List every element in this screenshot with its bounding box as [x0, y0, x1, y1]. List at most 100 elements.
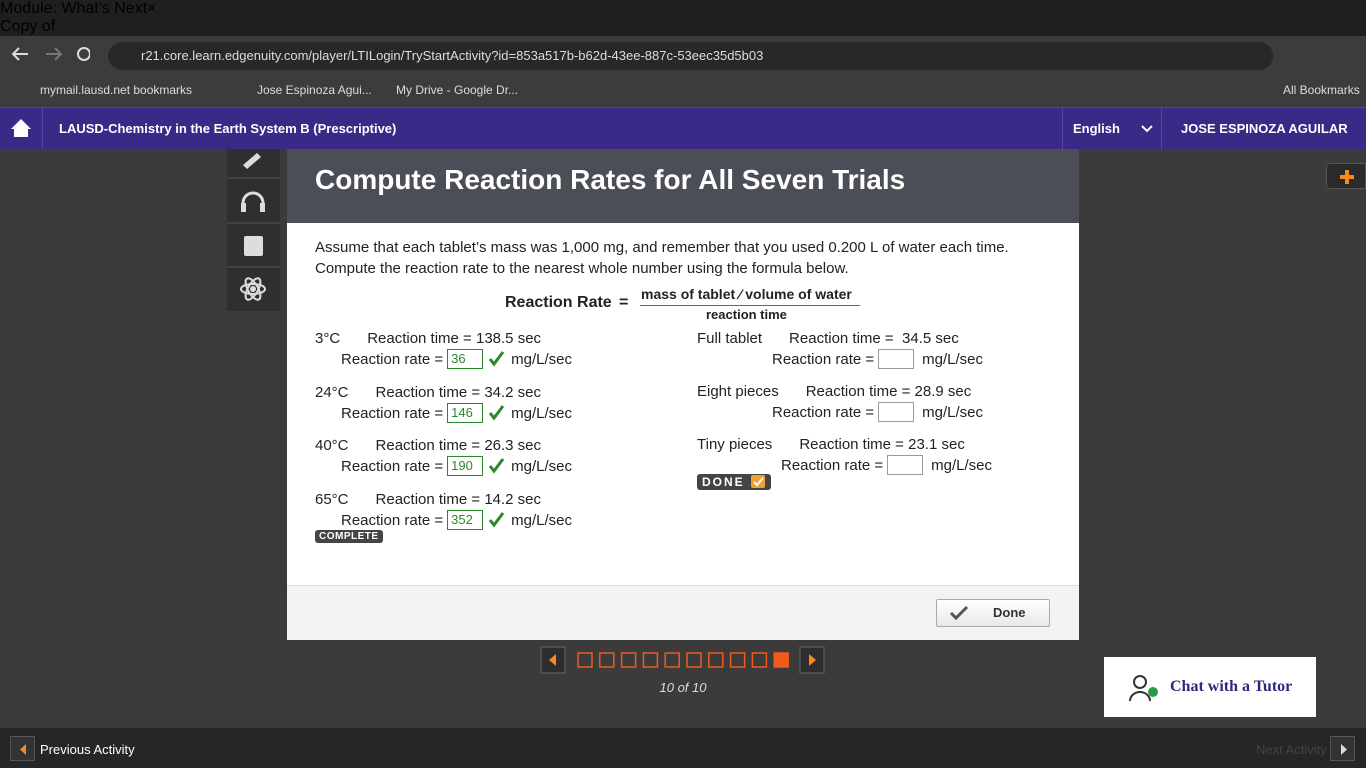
unit: mg/L/sec	[511, 511, 573, 529]
unit: mg/L/sec	[511, 457, 573, 475]
trial-header: 65°C Reaction time = 14.2 sec	[315, 491, 541, 508]
next-activity: Next Activity	[1256, 742, 1327, 757]
tab-close[interactable]: ×	[147, 0, 157, 17]
done-button[interactable]: Done	[936, 599, 1050, 627]
page-square[interactable]	[599, 652, 615, 668]
divider	[42, 108, 43, 149]
trial-label: 65°C	[315, 491, 349, 508]
rate-label: Reaction rate =	[781, 456, 884, 474]
app-header: LAUSD-Chemistry in the Earth System B (P…	[0, 108, 1366, 149]
trial-header: Tiny pieces Reaction time = 23.1 sec	[697, 436, 965, 453]
reaction-time: Reaction time = 138.5 sec	[367, 330, 542, 347]
activity-panel: Compute Reaction Rates for All Seven Tri…	[287, 149, 1079, 640]
tab-bar: Module: What's Next×Copy of WORD_whats_n…	[0, 0, 1366, 143]
address-bar[interactable]: r21.core.learn.edgenuity.com/player/LTIL…	[108, 42, 1273, 70]
next-button	[1330, 736, 1355, 761]
unit: mg/L/sec	[511, 350, 573, 368]
rate-row: Reaction rate = 190 mg/L/sec	[341, 456, 572, 476]
arrow	[549, 654, 556, 666]
expand-button[interactable]	[1326, 163, 1366, 189]
check-icon	[949, 605, 969, 621]
rate-row: Reaction rate = mg/L/sec	[772, 402, 983, 422]
all-bookmarks[interactable]: All Bookmarks	[1283, 83, 1360, 97]
tool-icons[interactable]	[227, 149, 280, 311]
tab[interactable]: Module: What's Next×	[0, 0, 190, 18]
trial-label: Full tablet	[697, 330, 763, 347]
activity-title: Compute Reaction Rates for All Seven Tri…	[287, 149, 1079, 223]
page-square[interactable]	[751, 652, 768, 668]
formula-denominator: reaction time	[706, 307, 787, 322]
previous-button[interactable]	[10, 736, 35, 761]
page-square[interactable]	[642, 652, 659, 668]
rate-label: Reaction rate =	[772, 350, 875, 368]
correct-check	[488, 351, 505, 367]
correct-check	[488, 405, 505, 421]
trial-label: 3°C	[315, 330, 341, 347]
unit: mg/L/sec	[922, 403, 984, 421]
divider	[1161, 108, 1162, 149]
rate-row: Reaction rate = 146 mg/L/sec	[341, 403, 572, 423]
chevron	[1141, 125, 1153, 133]
trial-label: Tiny pieces	[697, 436, 773, 453]
rate-row: Reaction rate = 36 mg/L/sec	[341, 349, 572, 369]
formula-numerator: mass of tablet ⁄ volume of water	[641, 286, 852, 302]
rate-input[interactable]	[878, 349, 915, 369]
trial-label: Eight pieces	[697, 383, 779, 400]
trial-label: 40°C	[315, 437, 349, 454]
bookmarks-bar: mymail.lausd.net bookmarks Jose Espinoza …	[0, 72, 1366, 108]
bottom-bar: Previous Activity Next Activity	[0, 728, 1366, 768]
formula-equals: =	[619, 294, 629, 311]
formula-label: Reaction Rate	[505, 294, 612, 311]
page-square[interactable]	[729, 652, 746, 668]
rate-label: Reaction rate =	[341, 350, 444, 368]
rate-label: Reaction rate =	[772, 403, 875, 421]
previous-activity[interactable]: Previous Activity	[40, 742, 135, 757]
tool-sidebar	[227, 149, 280, 311]
rate-row: Reaction rate = 352 mg/L/sec	[341, 510, 572, 530]
page-square[interactable]	[686, 652, 702, 668]
course-title: LAUSD-Chemistry in the Earth System B (P…	[59, 121, 397, 136]
reaction-time: Reaction time = 14.2 sec	[375, 491, 542, 508]
bookmark[interactable]: Jose Espinoza Agui...	[257, 83, 372, 97]
rate-label: Reaction rate =	[341, 404, 444, 422]
instruction: Compute the reaction rate to the nearest…	[315, 260, 849, 277]
reaction-time: Reaction time = 34.2 sec	[375, 384, 542, 401]
rate-input[interactable]: 190	[447, 456, 484, 476]
home-icon[interactable]	[10, 118, 32, 138]
language-select[interactable]: English	[1073, 121, 1120, 136]
reaction-time: Reaction time = 28.9 sec	[805, 383, 972, 400]
reaction-time: Reaction time = 26.3 sec	[375, 437, 542, 454]
rate-row: Reaction rate = mg/L/sec	[781, 455, 992, 475]
rate-input[interactable]: 352	[447, 510, 484, 530]
page-square[interactable]	[664, 652, 680, 668]
chat-widget[interactable]: Chat with a Tutor	[1104, 657, 1316, 717]
complete-badge: COMPLETE	[315, 530, 383, 543]
page-square[interactable]	[708, 652, 724, 668]
reaction-time: Reaction time = 23.1 sec	[799, 436, 965, 453]
correct-check	[488, 458, 505, 474]
rate-input[interactable]	[887, 455, 924, 475]
check-icon	[751, 475, 765, 488]
arrow	[809, 654, 816, 666]
reaction-time: Reaction time = 34.5 sec	[789, 330, 959, 347]
instruction: Assume that each tablet’s mass was 1,000…	[315, 239, 1009, 256]
bookmark[interactable]: My Drive - Google Dr...	[396, 83, 519, 97]
unit: mg/L/sec	[922, 350, 984, 368]
page-square[interactable]	[773, 652, 789, 668]
trial-header: 3°C Reaction time = 138.5 sec	[315, 330, 541, 347]
rate-input[interactable]	[878, 402, 915, 422]
rate-input[interactable]: 36	[447, 349, 484, 369]
page-square[interactable]	[620, 652, 637, 668]
unit: mg/L/sec	[931, 456, 993, 474]
page-square[interactable]	[577, 652, 593, 668]
rate-input[interactable]: 146	[447, 403, 484, 423]
rate-row: Reaction rate = mg/L/sec	[772, 349, 983, 369]
trial-header: Eight pieces Reaction time = 28.9 sec	[697, 383, 971, 400]
bookmark[interactable]: mymail.lausd.net bookmarks	[40, 83, 193, 97]
nav-buttons[interactable]	[10, 44, 90, 64]
divider	[1062, 108, 1063, 149]
user-name[interactable]: JOSE ESPINOZA AGUILAR	[1181, 121, 1348, 136]
tab-title: Module: What's Next	[0, 0, 148, 17]
chat-label: Chat with a Tutor	[1170, 678, 1293, 695]
